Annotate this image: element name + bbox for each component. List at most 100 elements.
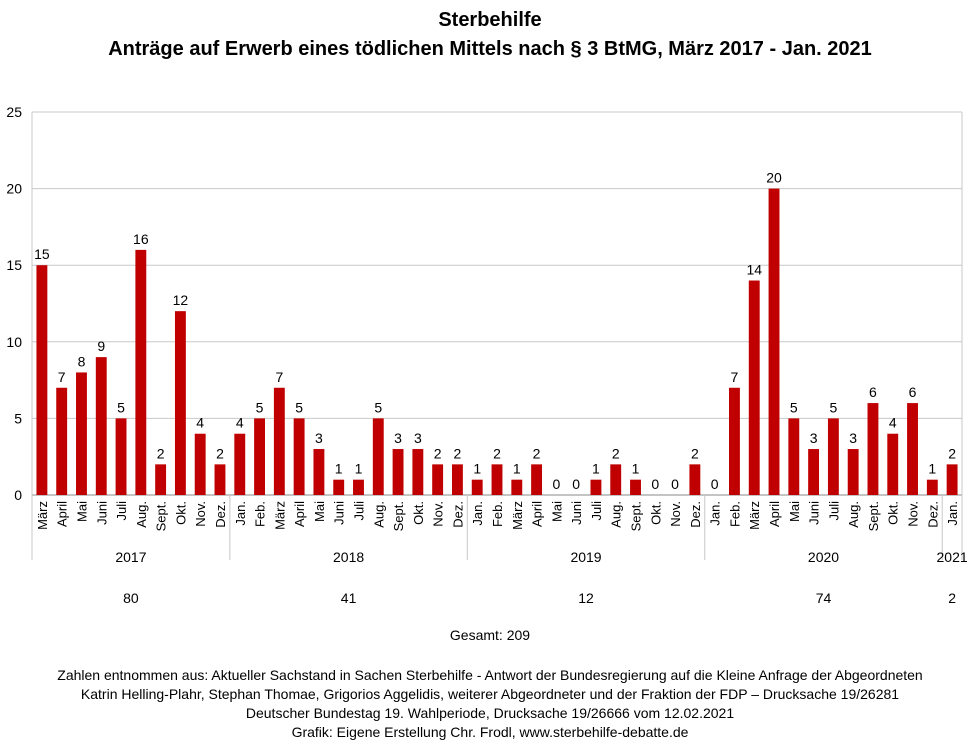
year-total: 12 [578, 590, 594, 606]
gridlines [31, 111, 963, 496]
chart-subtitle: Anträge auf Erwerb eines tödlichen Mitte… [108, 38, 872, 60]
data-label: 0 [572, 476, 580, 492]
bar [689, 464, 701, 495]
bar [630, 479, 641, 495]
month-tick-label: Juli [351, 501, 366, 521]
data-label: 1 [592, 461, 600, 477]
month-tick-label: Feb. [490, 501, 505, 527]
month-tick-label: Okt. [411, 501, 426, 525]
bar [729, 387, 740, 495]
bar [174, 311, 186, 495]
bar [768, 188, 780, 495]
data-label: 2 [216, 445, 224, 461]
data-label: 2 [612, 445, 620, 461]
month-tick-label: Nov. [906, 501, 921, 527]
y-tick-label: 0 [14, 487, 22, 503]
month-tick-label: Jan. [945, 501, 960, 526]
data-label: 7 [731, 369, 739, 385]
bar [214, 464, 226, 495]
y-axis-ticks: 0 5 10 15 20 25 [6, 104, 22, 503]
data-label: 0 [671, 476, 679, 492]
year-total: 2 [948, 590, 956, 606]
month-tick-label: Dez. [925, 501, 940, 528]
bar [887, 433, 899, 495]
bar [827, 418, 839, 495]
month-tick-label: Feb. [727, 501, 742, 527]
month-tick-label: Jan. [470, 501, 485, 526]
month-tick-label: Sept. [866, 501, 881, 531]
bar [254, 418, 265, 495]
data-label: 1 [928, 461, 936, 477]
data-label: 7 [275, 369, 283, 385]
data-label: 3 [849, 430, 857, 446]
month-tick-label: Juli [589, 501, 604, 521]
month-tick-label: April [292, 501, 307, 527]
data-label: 4 [889, 415, 897, 431]
month-tick-label: Dez. [213, 501, 228, 528]
data-label: 2 [434, 445, 442, 461]
bar [471, 479, 483, 495]
data-label: 0 [651, 476, 659, 492]
month-tick-label: Mai [74, 501, 89, 522]
data-label: 0 [711, 476, 719, 492]
bar [788, 418, 800, 495]
month-tick-label: Okt. [173, 501, 188, 525]
month-tick-label: Nov. [193, 501, 208, 527]
data-label: 1 [335, 461, 343, 477]
data-label: 7 [58, 369, 66, 385]
bar [590, 479, 602, 495]
bar [135, 249, 147, 495]
data-label: 2 [691, 445, 699, 461]
data-label: 4 [196, 415, 204, 431]
year-label: 2021 [937, 549, 968, 565]
year-total: 41 [341, 590, 357, 606]
month-tick-label: März [510, 501, 525, 530]
data-label: 5 [790, 399, 798, 415]
month-tick-label: Juni [332, 501, 347, 525]
month-tick-label: Sept. [391, 501, 406, 531]
data-label: 4 [236, 415, 244, 431]
month-tick-label: April [767, 501, 782, 527]
bar [808, 449, 820, 495]
total-label: Gesamt: 209 [450, 627, 530, 643]
data-label: 5 [117, 399, 125, 415]
month-tick-label: Aug. [134, 501, 149, 528]
month-tick-label: Juli [826, 501, 841, 521]
data-label: 1 [355, 461, 363, 477]
bar [56, 387, 68, 495]
bar [610, 464, 622, 495]
data-label: 1 [632, 461, 640, 477]
bar [36, 265, 48, 495]
chart-title: Sterbehilfe [438, 9, 541, 31]
footer-source-line-2: Katrin Helling-Plahr, Stephan Thomae, Gr… [81, 686, 899, 702]
month-tick-label: Nov. [431, 501, 446, 527]
bar [115, 418, 127, 495]
y-tick-label: 15 [6, 257, 22, 273]
month-tick-label: Juli [114, 501, 129, 521]
footer-credit: Grafik: Eigene Erstellung Chr. Frodl, ww… [292, 724, 689, 740]
year-label: 2019 [570, 549, 601, 565]
month-tick-label: Mai [312, 501, 327, 522]
footer-source-line-1: Zahlen entnommen aus: Aktueller Sachstan… [57, 667, 922, 683]
data-label: 9 [97, 338, 105, 354]
y-tick-label: 5 [14, 410, 22, 426]
bar [432, 464, 444, 495]
data-label: 2 [533, 445, 541, 461]
bar [491, 464, 503, 495]
bar [867, 403, 879, 495]
bar [847, 449, 859, 495]
bar [273, 387, 285, 495]
bar [926, 479, 938, 495]
data-label: 15 [34, 246, 50, 262]
month-tick-label: April [530, 501, 545, 527]
data-label: 5 [829, 399, 837, 415]
y-tick-label: 20 [6, 181, 22, 197]
month-tick-label: Aug. [609, 501, 624, 528]
bars [36, 188, 958, 495]
year-label: 2018 [333, 549, 364, 565]
month-tick-label: Jan. [233, 501, 248, 526]
bar [392, 449, 404, 495]
bar [372, 418, 384, 495]
month-tick-label: Feb. [253, 501, 268, 527]
